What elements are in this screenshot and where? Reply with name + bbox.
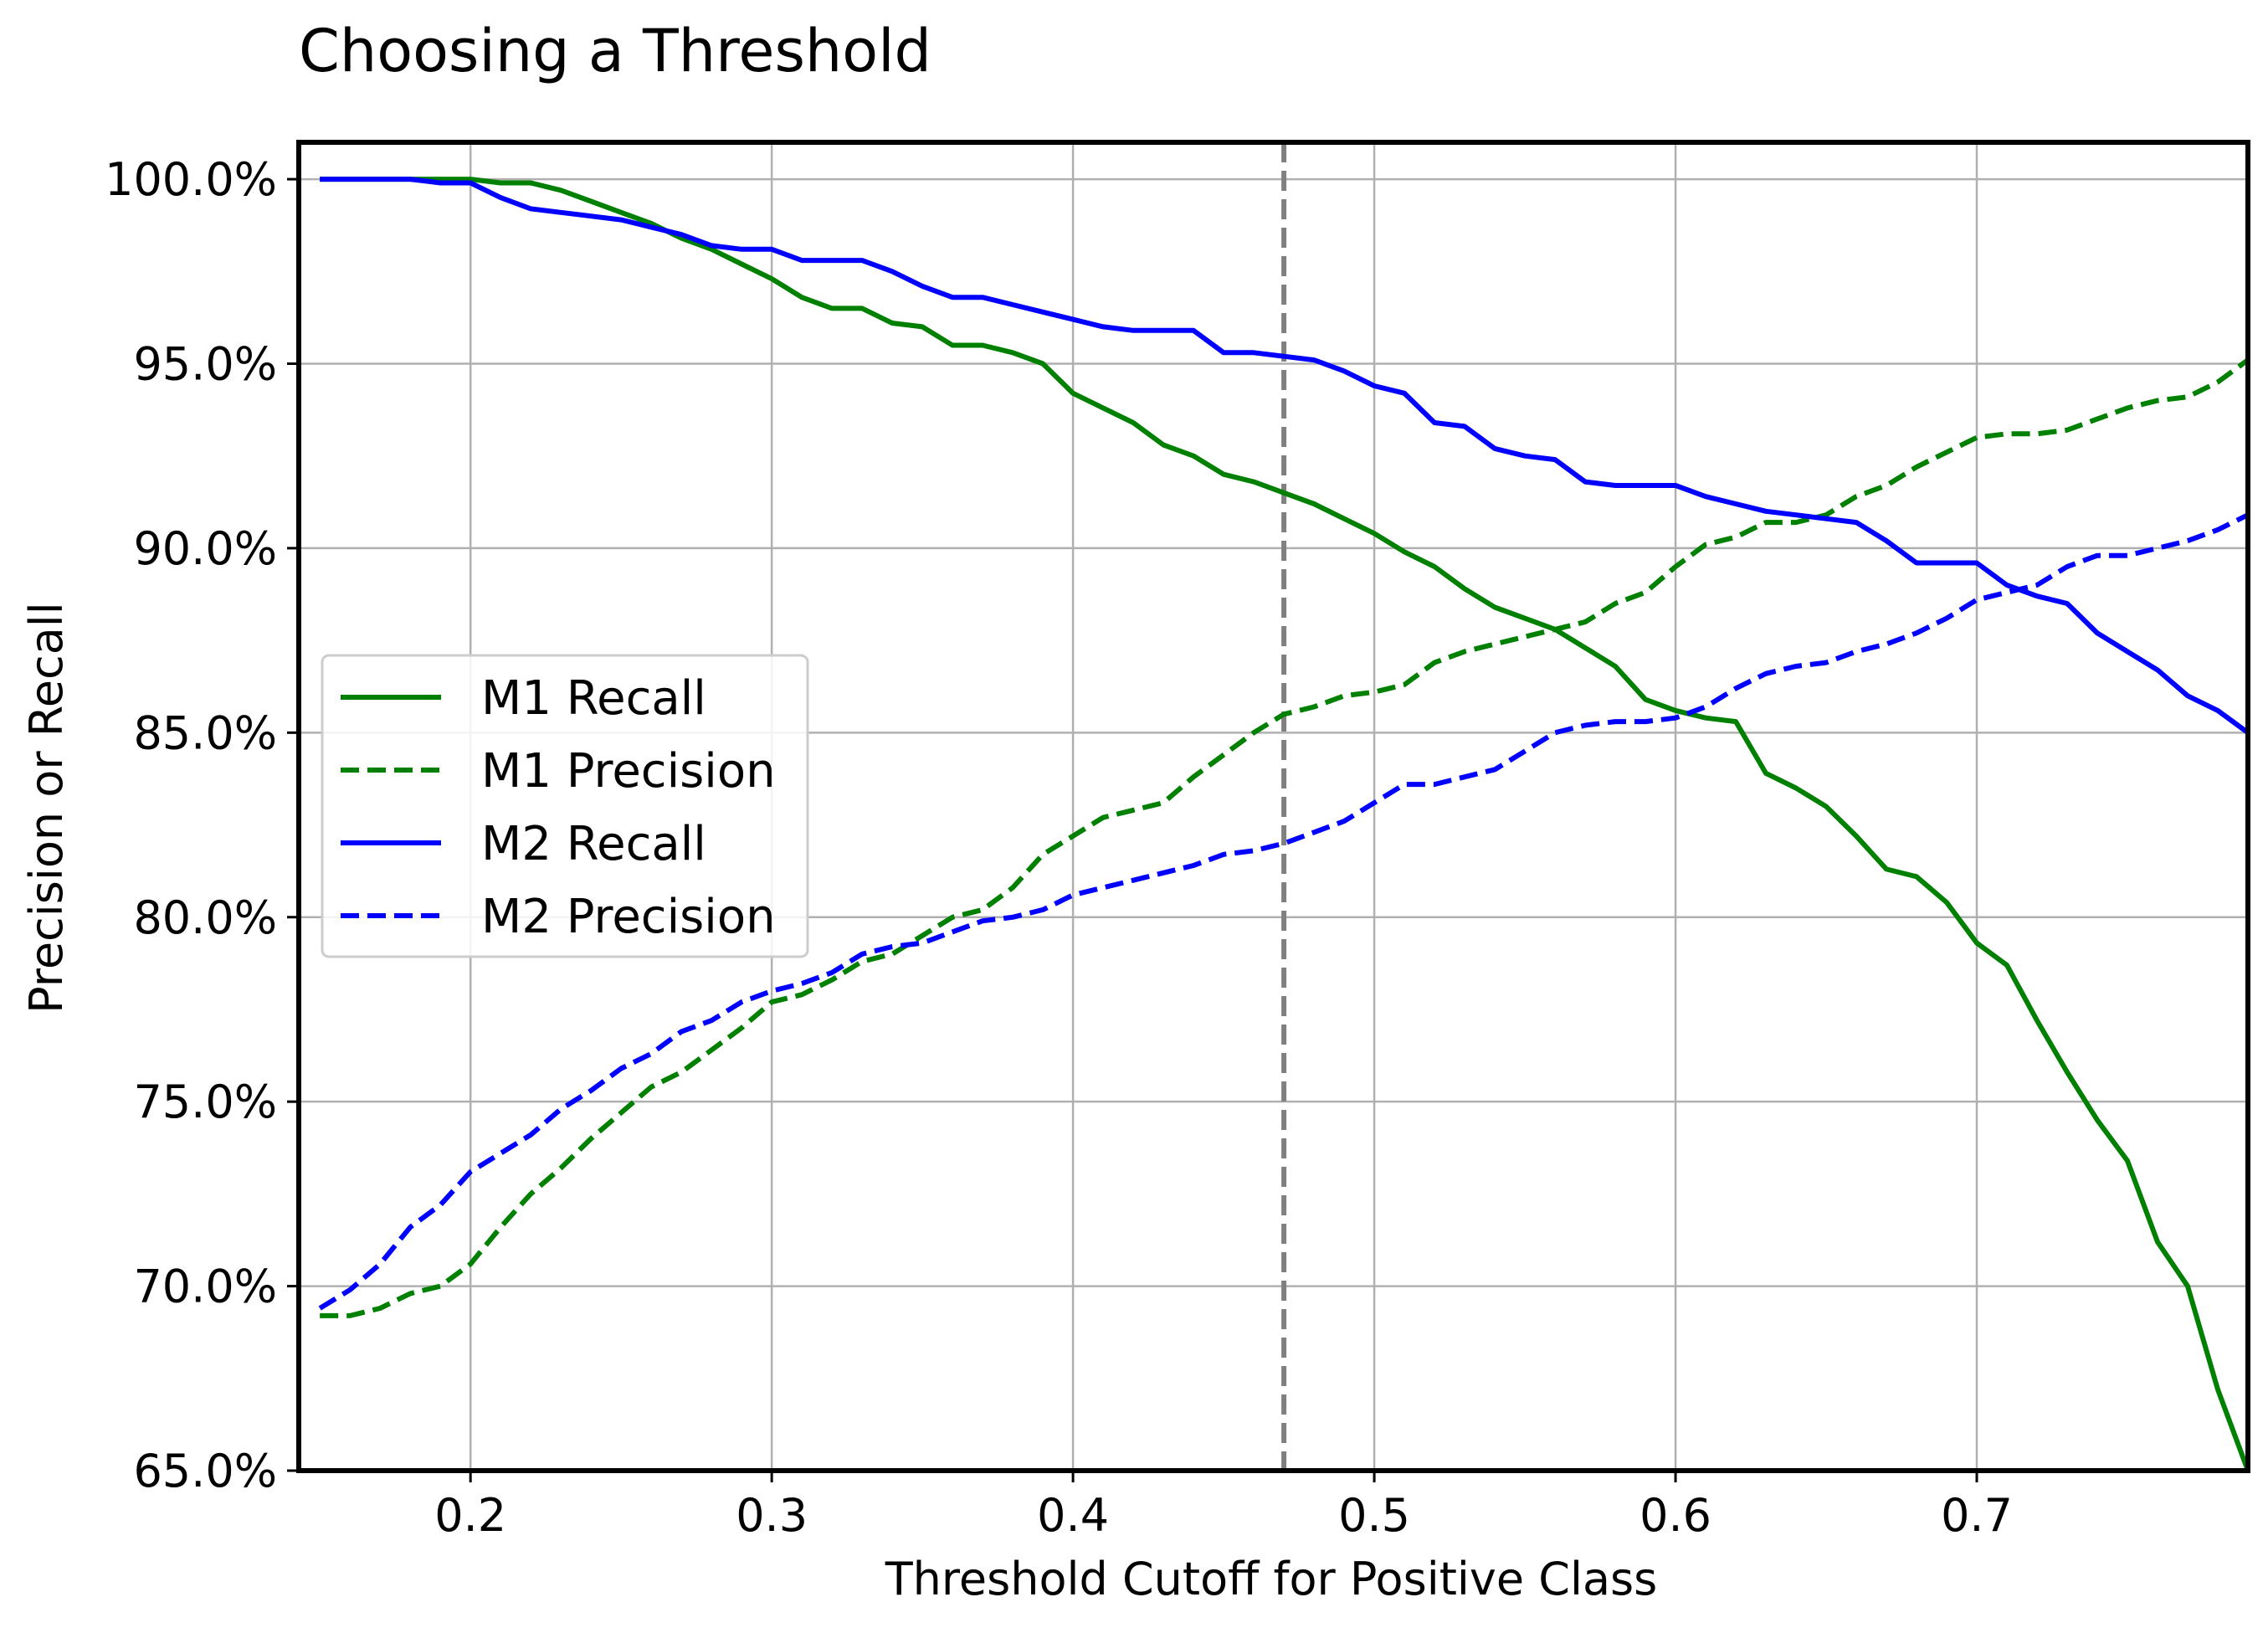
legend-label-m2-recall: M2 Recall: [481, 817, 706, 871]
axis-ticks: 0.2 0.3 0.4 0.5 0.6 0.7 65.0% 70.0% 75.0% 80.0% 85…: [105, 153, 2013, 1542]
x-tick-label-1: 0.3: [736, 1489, 808, 1542]
legend-label-m1-recall: M1 Recall: [481, 671, 706, 726]
legend-label-m2-precision: M2 Precision: [481, 890, 776, 944]
y-tick-label-7: 100.0%: [105, 153, 277, 206]
y-axis-label: Precision or Recall: [20, 602, 73, 1014]
y-tick-label-3: 80.0%: [133, 891, 277, 944]
x-tick-label-4: 0.6: [1639, 1489, 1711, 1542]
grid: [299, 142, 2248, 1472]
series-line-m1-precision: [320, 357, 2250, 1318]
x-tick-label-3: 0.5: [1338, 1489, 1410, 1542]
x-tick-label-2: 0.4: [1037, 1489, 1109, 1542]
x-axis-label: Threshold Cutoff for Positive Class: [885, 1553, 1658, 1605]
y-tick-label-4: 85.0%: [133, 706, 277, 759]
y-tick-label-0: 65.0%: [133, 1445, 277, 1497]
series-lines: [318, 177, 2250, 1472]
legend: M1 Recall M1 Precision M2 Recall M2 Precisi…: [321, 654, 809, 958]
y-tick-label-1: 70.0%: [133, 1261, 277, 1313]
plot-frame: [296, 140, 2250, 1473]
y-tick-label-6: 95.0%: [133, 338, 277, 391]
series-line-m2-precision: [318, 512, 2250, 1311]
y-tick-label-5: 90.0%: [133, 522, 277, 575]
chart-title: Choosing a Threshold: [299, 17, 931, 85]
legend-box: [321, 654, 809, 958]
x-tick-label-0: 0.2: [434, 1489, 506, 1542]
y-tick-label-2: 75.0%: [133, 1076, 277, 1128]
series-line-m1-recall: [320, 177, 2250, 1472]
series-line-m2-recall: [320, 177, 2250, 735]
x-tick-label-5: 0.7: [1941, 1489, 2013, 1542]
legend-label-m1-precision: M1 Precision: [481, 744, 776, 799]
